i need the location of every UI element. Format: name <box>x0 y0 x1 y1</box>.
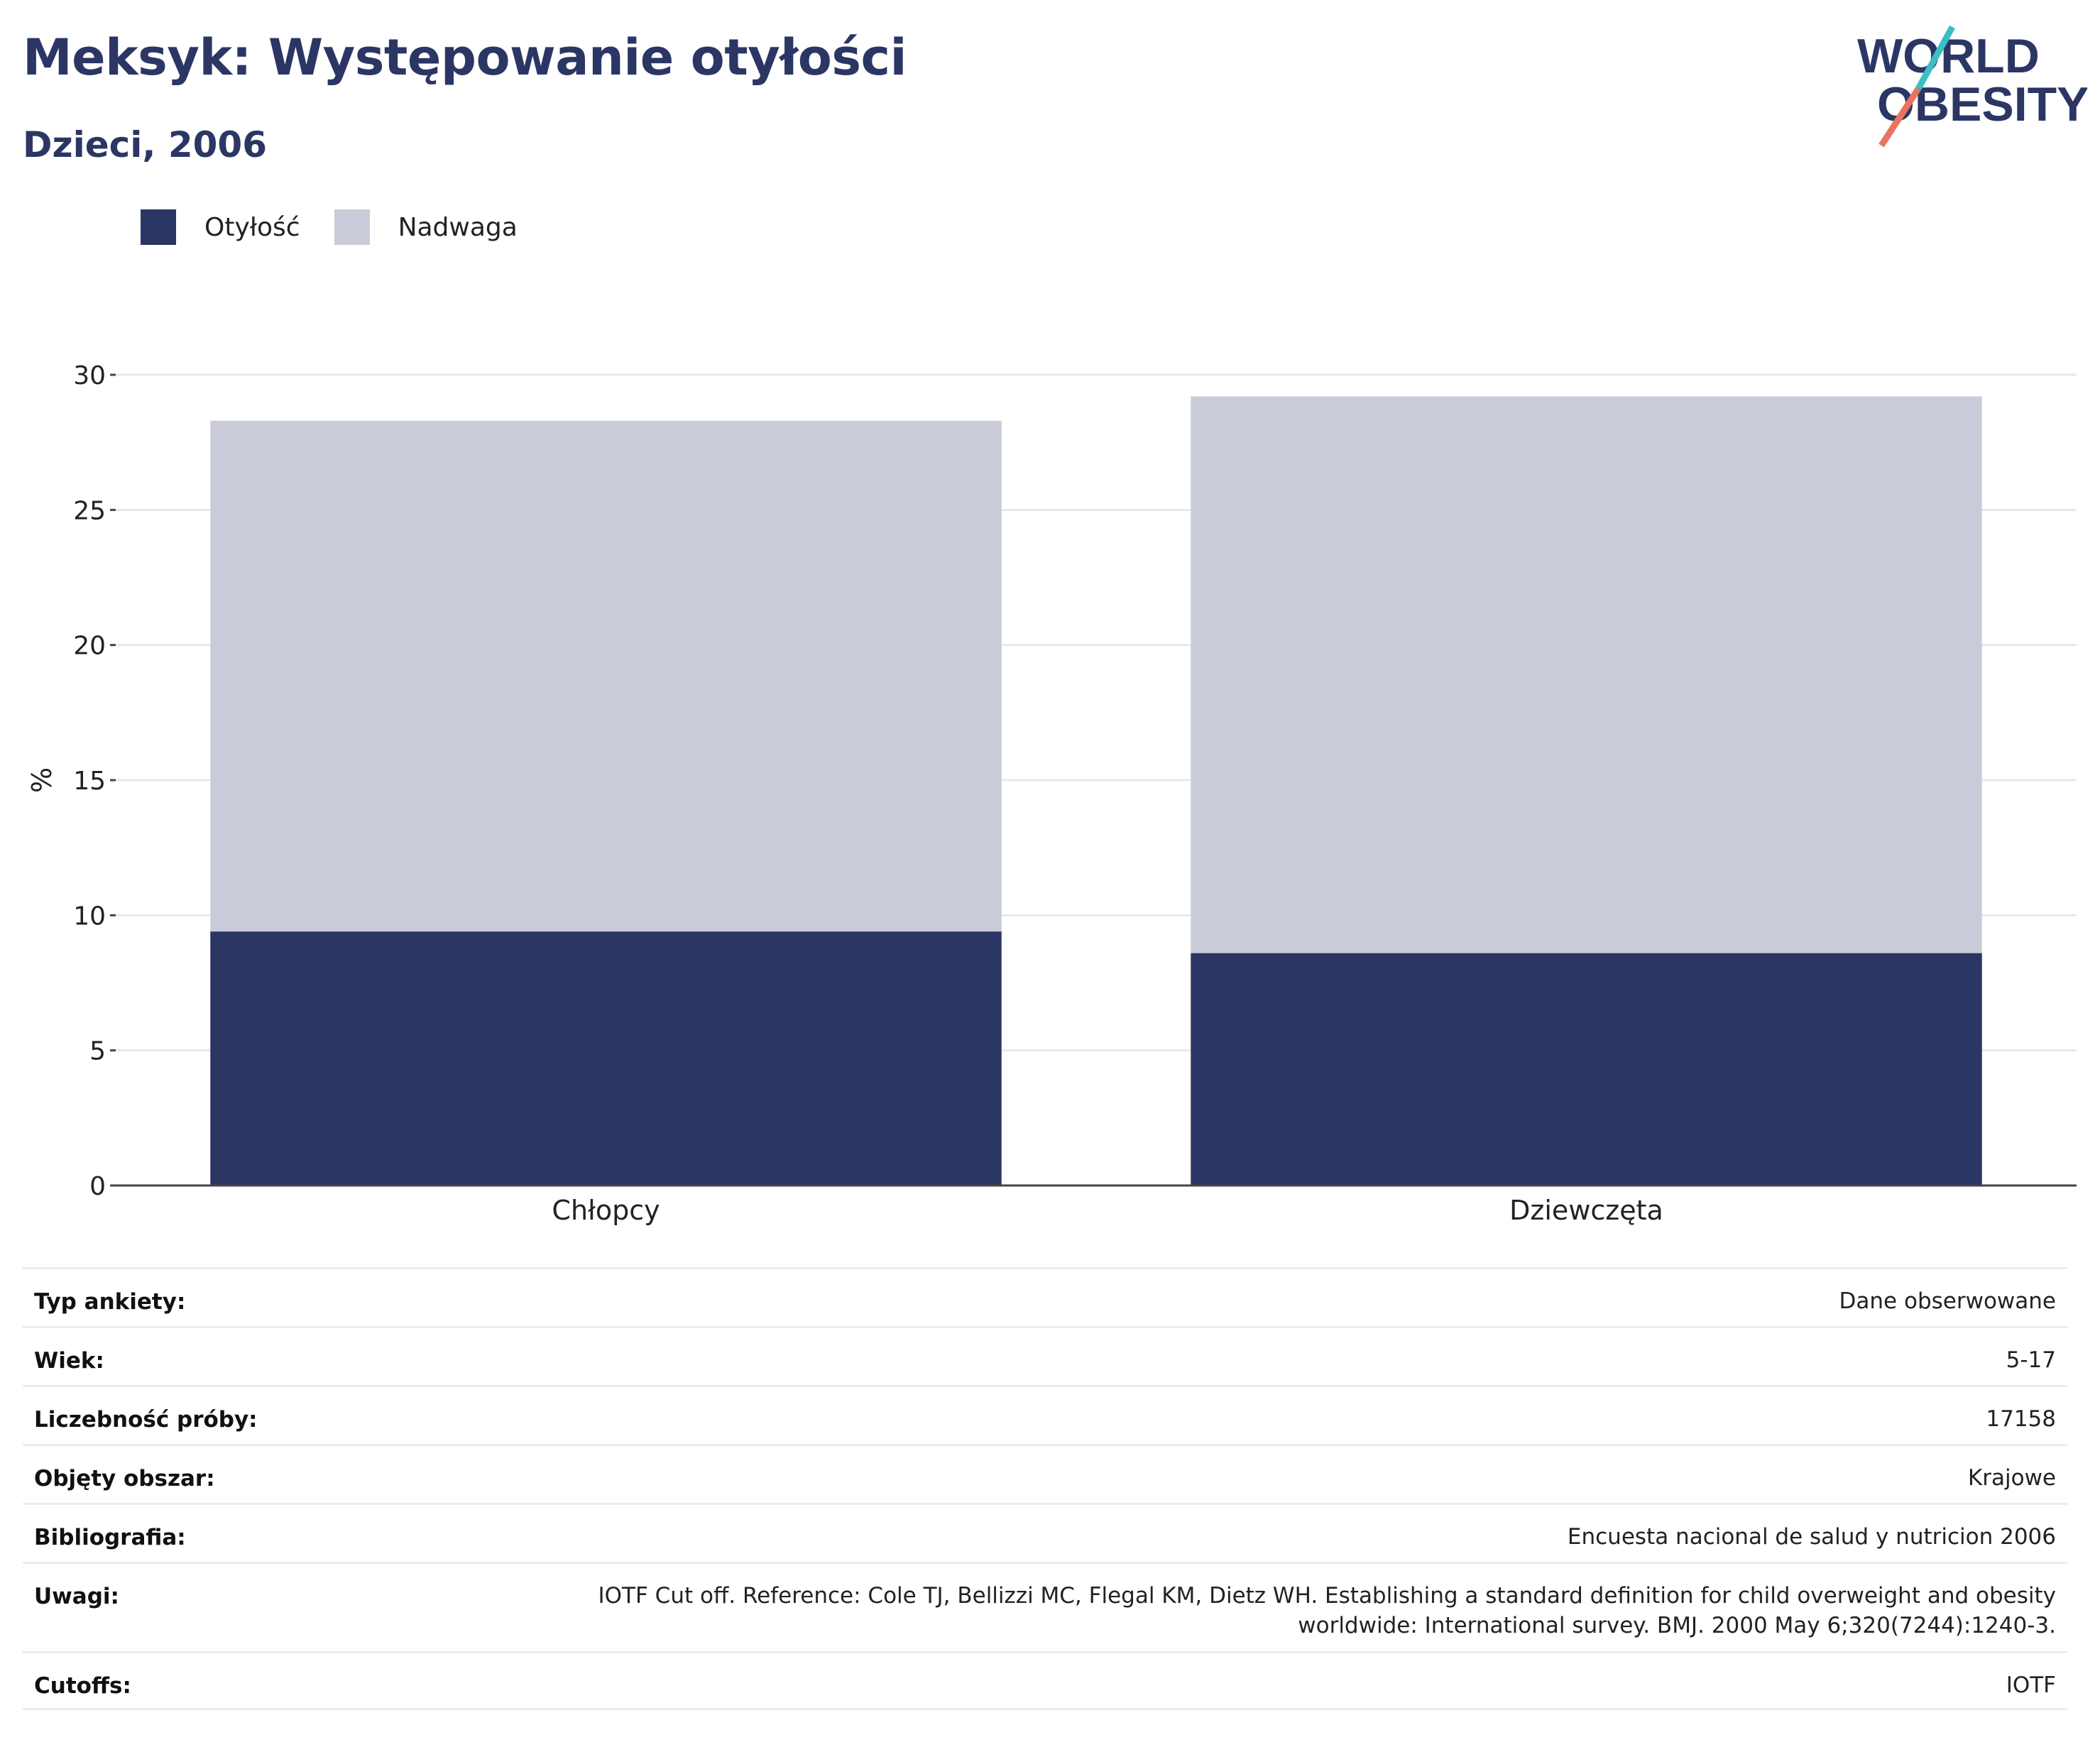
meta-value: 5-17 <box>2006 1347 2056 1373</box>
meta-key: Typ ankiety: <box>34 1289 186 1315</box>
y-tick-label: 5 <box>89 1037 106 1066</box>
chart-subtitle: Dzieci, 2006 <box>23 124 267 165</box>
meta-key: Cutoffs: <box>34 1673 131 1699</box>
meta-row-area: Objęty obszar: Krajowe <box>23 1444 2067 1503</box>
y-tick-label: 25 <box>73 496 106 525</box>
meta-row-age: Wiek: 5-17 <box>23 1326 2067 1385</box>
meta-row-notes: Uwagi: IOTF Cut off. Reference: Cole TJ,… <box>23 1562 2067 1651</box>
chart-title: Meksyk: Występowanie otyłości <box>23 28 907 87</box>
bar-segment <box>210 420 1002 932</box>
y-axis-label: % <box>26 767 58 793</box>
y-tick-label: 0 <box>89 1172 106 1201</box>
meta-key: Uwagi: <box>34 1584 119 1609</box>
meta-value: Encuesta nacional de salud y nutricion 2… <box>1567 1524 2056 1550</box>
y-tick-label: 15 <box>73 767 106 796</box>
legend-item-overweight: Nadwaga <box>334 209 518 245</box>
y-tick-label: 10 <box>73 902 106 931</box>
meta-key: Liczebność próby: <box>34 1407 258 1433</box>
logo-line-2: OBESITY <box>1877 77 2087 131</box>
x-tick-label: Dziewczęta <box>1509 1195 1663 1226</box>
y-tick-label: 20 <box>73 632 106 661</box>
meta-key: Bibliografia: <box>34 1525 186 1550</box>
legend-swatch-obesity <box>141 209 176 245</box>
bar-segment <box>210 931 1002 1185</box>
bar-segment <box>1191 396 1982 953</box>
stacked-bar-chart: 0 5 10 15 20 25 30% Chłopcy Dziewczęta <box>26 361 2077 1226</box>
legend-swatch-overweight <box>334 209 370 245</box>
meta-value: 17158 <box>1986 1406 2056 1432</box>
meta-value: IOTF <box>2006 1672 2056 1698</box>
meta-row-survey-type: Typ ankiety: Dane obserwowane <box>23 1267 2067 1326</box>
meta-notes-line-1: IOTF Cut off. Reference: Cole TJ, Belliz… <box>598 1583 2056 1609</box>
meta-key: Wiek: <box>34 1348 104 1374</box>
meta-row-sample-size: Liczebność próby: 17158 <box>23 1385 2067 1444</box>
legend-item-obesity: Otyłość <box>141 209 300 245</box>
world-obesity-logo: WORLD OBESITY <box>1857 25 2087 148</box>
meta-value: IOTF Cut off. Reference: Cole TJ, Belliz… <box>598 1581 2056 1641</box>
meta-row-cutoffs: Cutoffs: IOTF <box>23 1651 2067 1710</box>
x-tick-label: Chłopcy <box>552 1195 660 1226</box>
meta-notes-line-2: worldwide: International survey. BMJ. 20… <box>1298 1613 2056 1638</box>
legend-label-overweight: Nadwaga <box>398 212 518 242</box>
bar-segment <box>1191 953 1982 1185</box>
legend: Otyłość Nadwaga <box>141 209 552 245</box>
meta-value: Dane obserwowane <box>1839 1288 2056 1314</box>
metadata-table: Typ ankiety: Dane obserwowane Wiek: 5-17… <box>23 1267 2067 1710</box>
legend-label-obesity: Otyłość <box>204 212 300 242</box>
meta-row-bibliography: Bibliografia: Encuesta nacional de salud… <box>23 1503 2067 1562</box>
meta-value: Krajowe <box>1967 1465 2056 1491</box>
y-tick-label: 30 <box>73 361 106 390</box>
meta-key: Objęty obszar: <box>34 1466 215 1491</box>
